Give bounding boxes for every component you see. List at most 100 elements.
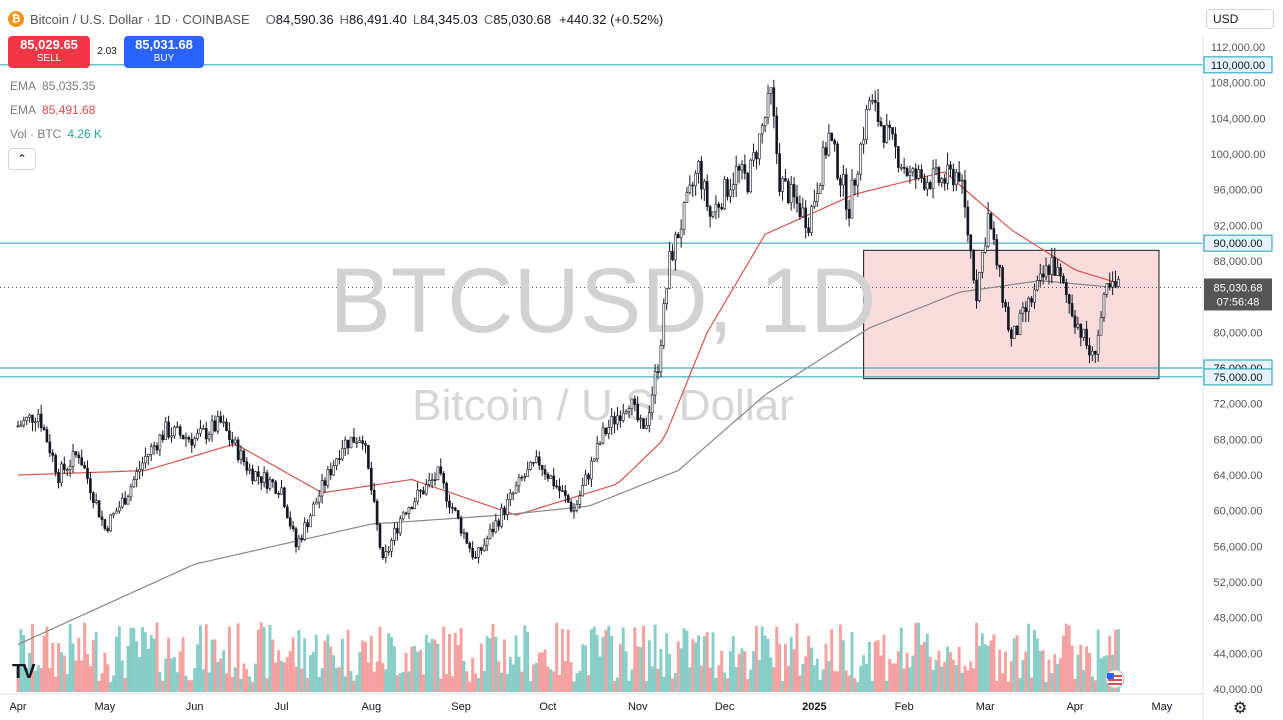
volume-bar: [1061, 635, 1065, 692]
volume-bar: [665, 633, 669, 692]
candle-body: [682, 202, 686, 230]
candle-body: [810, 206, 813, 233]
volume-bar: [201, 669, 205, 692]
candle-body: [1015, 325, 1019, 335]
volume-bar: [911, 655, 915, 692]
candle-body: [700, 161, 703, 190]
candle-body: [876, 102, 880, 122]
sell-button[interactable]: 85,029.65 SELL: [8, 36, 90, 68]
candle-body: [28, 414, 31, 418]
candle-body: [1047, 265, 1051, 275]
candle-body: [897, 146, 900, 168]
volume-bar: [51, 642, 55, 692]
candle-body: [413, 501, 417, 510]
y-tick-label: 64,000.00: [1214, 470, 1263, 482]
candle-body: [436, 466, 440, 481]
volume-bar: [740, 648, 744, 692]
volume-bar: [48, 667, 52, 692]
candle-body: [894, 133, 897, 147]
volume-bar: [789, 637, 793, 692]
volume-bar: [752, 651, 756, 692]
indicator-ema-fast[interactable]: EMA 85,491.68: [10, 103, 95, 117]
candle-body: [503, 507, 506, 515]
indicator-volume[interactable]: Vol · BTC 4.26 K: [10, 127, 102, 141]
volume-bar: [798, 675, 802, 692]
volume-bar: [126, 645, 130, 692]
candle-body: [422, 490, 425, 495]
candle-body: [1105, 283, 1109, 295]
collapse-indicators-button[interactable]: ⌃: [8, 148, 36, 170]
candle-body: [317, 495, 321, 503]
buy-button[interactable]: 85,031.68 BUY: [124, 36, 204, 68]
candle-body: [1027, 297, 1030, 312]
volume-bar: [149, 635, 153, 692]
volume-bar: [343, 676, 347, 692]
candle-body: [416, 489, 419, 502]
candle-body: [384, 551, 388, 558]
candle-body: [425, 484, 428, 495]
indicator-ema-slow[interactable]: EMA 85,035.35: [10, 79, 95, 93]
buy-price: 85,031.68: [135, 37, 193, 52]
candle-body: [925, 182, 929, 190]
candle-body: [451, 506, 454, 509]
volume-bar: [239, 678, 243, 692]
volume-bar: [743, 651, 747, 692]
volume-bar: [572, 681, 576, 692]
candle-body: [329, 469, 333, 476]
level-tag: [1203, 368, 1273, 386]
candle-body: [453, 507, 457, 511]
symbol-title[interactable]: Bitcoin / U.S. Dollar · 1D · COINBASE: [30, 11, 250, 27]
gear-icon[interactable]: ⚙: [1233, 700, 1248, 717]
candle-body: [937, 167, 941, 183]
volume-bar: [352, 680, 356, 692]
candle-body: [566, 495, 570, 503]
candle-body: [500, 507, 503, 527]
candle-body: [187, 437, 191, 440]
candle-body: [989, 213, 993, 229]
volume-bar: [618, 643, 622, 692]
candle-body: [236, 439, 240, 460]
volume-bar: [256, 629, 260, 692]
candle-body: [772, 87, 776, 117]
candle-body: [717, 203, 721, 208]
volume-bar: [1073, 678, 1077, 692]
volume-bar: [19, 629, 23, 692]
candle-body: [175, 426, 179, 429]
volume-bar: [1088, 652, 1091, 692]
volume-bar: [856, 681, 860, 692]
candle-body: [338, 458, 341, 460]
volume-bar: [355, 674, 359, 692]
candle-body: [520, 476, 524, 479]
candle-body: [920, 169, 923, 179]
candle-body: [482, 544, 486, 551]
candle-body: [795, 196, 799, 204]
tradingview-logo-icon[interactable]: TV: [12, 661, 36, 683]
volume-bar: [323, 640, 327, 692]
volume-bar: [1024, 651, 1028, 692]
candle-body: [850, 179, 854, 219]
volume-bar: [462, 660, 466, 692]
candle-body: [963, 179, 967, 208]
candle-body: [975, 279, 978, 301]
indicator-name: EMA: [10, 79, 37, 93]
volume-bar: [175, 672, 179, 692]
us-flag-icon[interactable]: [1103, 669, 1127, 689]
open-label: O: [265, 11, 276, 27]
currency-selector[interactable]: USD: [1206, 9, 1274, 29]
volume-bar: [966, 670, 970, 692]
volume-bar: [320, 668, 324, 692]
y-tick-label: 72,000.00: [1214, 399, 1263, 411]
volume-bar: [867, 641, 871, 692]
volume-bar: [853, 678, 857, 692]
candle-body: [1050, 256, 1054, 275]
volume-bar: [815, 658, 819, 692]
candle-body: [636, 404, 640, 421]
indicator-name: Vol · BTC: [10, 127, 62, 141]
candle-body: [312, 503, 315, 517]
candle-body: [552, 475, 556, 487]
volume-bar: [914, 622, 918, 692]
candle-body: [902, 167, 906, 169]
volume-bar: [676, 641, 680, 692]
volume-bar: [697, 635, 700, 692]
